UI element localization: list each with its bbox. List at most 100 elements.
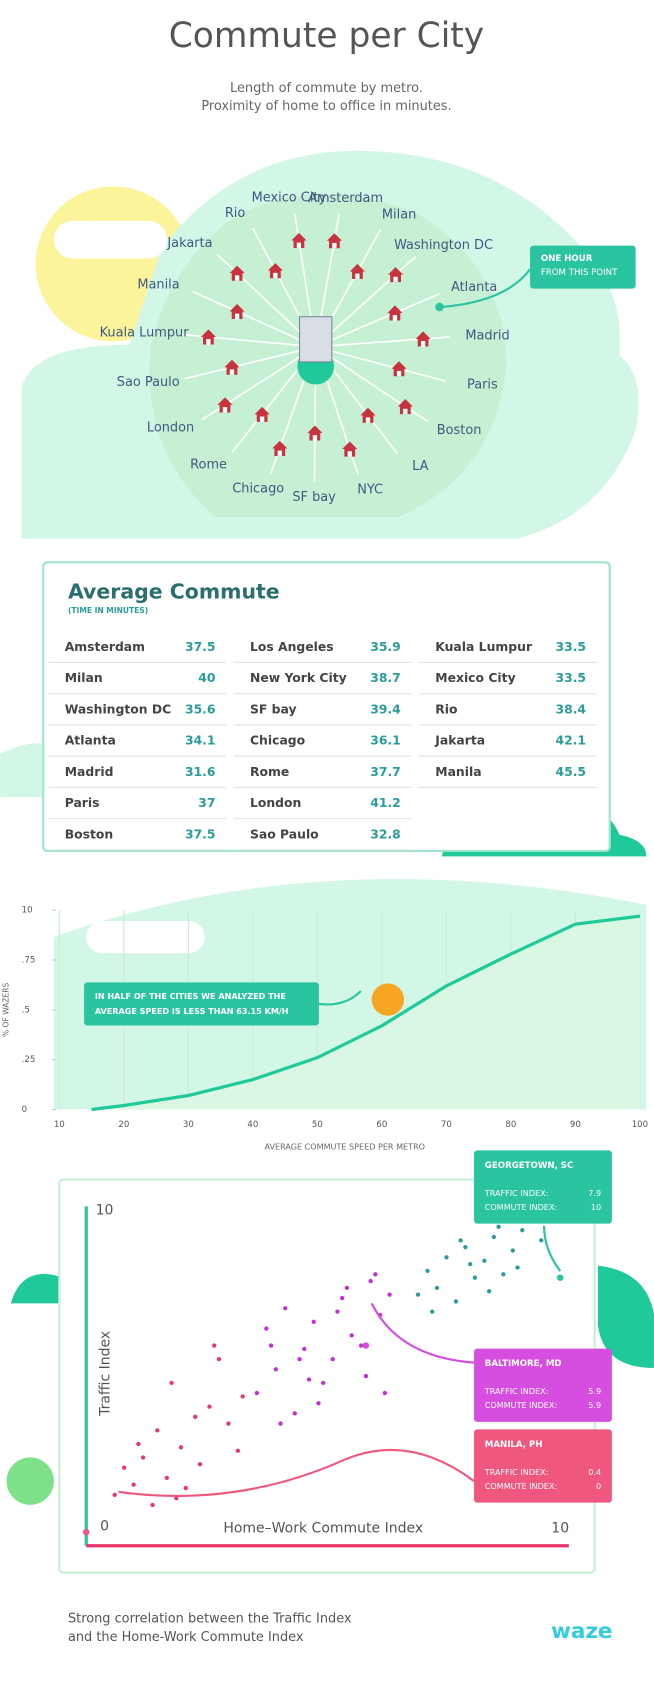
footer-text: and the Home-Work Commute Index — [68, 1630, 304, 1645]
point — [482, 1258, 487, 1263]
highlight-label: TRAFFIC INDEX: — [484, 1468, 549, 1477]
logo: waze — [551, 1619, 613, 1644]
commute-minutes: 37 — [198, 796, 215, 810]
city-label: Amsterdam — [308, 191, 383, 206]
point — [340, 1295, 345, 1301]
content: Commute per City Length of commute by me… — [2, 16, 649, 1645]
y-tick-label: 10 — [96, 1203, 114, 1219]
commute-minutes: 35.6 — [185, 702, 216, 716]
highlight-label: COMMUTE INDEX: — [485, 1482, 557, 1491]
point — [335, 1309, 340, 1314]
house-door — [347, 451, 352, 457]
point — [197, 1462, 203, 1467]
callout-text: FROM THIS POINT — [541, 268, 618, 278]
point — [278, 1421, 283, 1426]
callout-box — [530, 245, 636, 289]
city-name: Washington DC — [65, 702, 172, 716]
line — [91, 914, 641, 1112]
house-icon — [217, 397, 233, 413]
house-door — [365, 417, 371, 423]
point — [453, 1299, 459, 1304]
footer-text: Strong correlation between the Traffic I… — [68, 1611, 352, 1626]
house-door — [393, 276, 398, 283]
table-title: Average Commute — [68, 579, 280, 603]
annotation-line — [318, 990, 362, 1006]
highlight-value: 0 — [596, 1482, 601, 1491]
spoke — [315, 346, 447, 382]
commute-minutes: 41.2 — [370, 796, 401, 810]
city-label: Washington DC — [394, 238, 493, 253]
point — [434, 1285, 440, 1291]
city-label: SF bay — [292, 490, 336, 505]
house-door — [355, 273, 360, 279]
highlight-box — [474, 1348, 612, 1422]
x-tick-label: 50 — [312, 1120, 323, 1130]
city-label: Paris — [467, 378, 498, 393]
point — [349, 1333, 354, 1338]
subtitle: Proximity of home to office in minutes. — [201, 99, 451, 114]
city-name: Chicago — [250, 734, 305, 748]
house-door — [332, 242, 337, 249]
highlight-label: TRAFFIC INDEX: — [484, 1387, 549, 1396]
point — [306, 1377, 312, 1382]
x-tick-label: 20 — [118, 1120, 129, 1130]
commute-minutes: 39.4 — [370, 702, 401, 716]
annotation-text: IN HALF OF THE CITIES WE ANALYZED THE — [95, 992, 286, 1001]
house-door — [259, 416, 265, 422]
point — [122, 1465, 127, 1470]
house-door — [312, 435, 318, 441]
x-tick-label: 60 — [376, 1120, 387, 1130]
commute-minutes: 37.5 — [185, 640, 216, 654]
city-label: Manila — [137, 278, 179, 293]
point — [496, 1224, 501, 1229]
point — [363, 1373, 369, 1379]
house-door — [273, 272, 278, 279]
city-name: London — [250, 796, 301, 810]
city-label: Sao Paulo — [117, 375, 180, 390]
point — [131, 1482, 136, 1487]
house-door — [229, 369, 235, 375]
commute-minutes: 37.5 — [185, 827, 216, 841]
point — [297, 1356, 302, 1362]
point — [430, 1309, 435, 1314]
commute-minutes: 40 — [198, 671, 216, 685]
house-door — [206, 339, 211, 345]
city-name: Boston — [65, 827, 114, 841]
point — [183, 1485, 188, 1491]
commute-minutes: 38.4 — [556, 702, 587, 716]
point — [387, 1292, 392, 1297]
point — [226, 1421, 231, 1426]
highlight-value: 5.9 — [588, 1401, 601, 1410]
callout-dot — [435, 302, 444, 312]
house-icon — [349, 263, 365, 279]
house-door — [234, 313, 240, 320]
house-icon — [272, 440, 288, 456]
highlight-box — [474, 1429, 612, 1503]
house-icon — [291, 232, 307, 248]
house-door — [296, 242, 302, 248]
city-label: Mexico City — [252, 190, 327, 205]
house-door — [392, 315, 398, 321]
point — [368, 1278, 373, 1284]
highlight-value: 7.9 — [588, 1189, 601, 1198]
point — [155, 1428, 160, 1433]
point — [510, 1248, 515, 1253]
city-name: Los Angeles — [250, 640, 334, 654]
house-door — [234, 275, 240, 281]
point — [169, 1380, 174, 1386]
x-tick-label: 90 — [570, 1120, 581, 1130]
point — [373, 1272, 378, 1277]
house-icon — [388, 267, 404, 283]
commute-minutes: 38.7 — [370, 671, 401, 685]
annotation-box — [84, 982, 319, 1026]
city-name: Rome — [250, 765, 289, 779]
city-name: Amsterdam — [65, 640, 145, 654]
city-label: Chicago — [232, 482, 284, 497]
highlight-value: 10 — [591, 1203, 601, 1212]
point — [463, 1244, 468, 1250]
house-icon — [387, 305, 403, 321]
y-tick-label: 0 — [22, 1105, 27, 1115]
commute-minutes: 33.5 — [556, 671, 587, 685]
commute-minutes: 42.1 — [556, 734, 587, 748]
